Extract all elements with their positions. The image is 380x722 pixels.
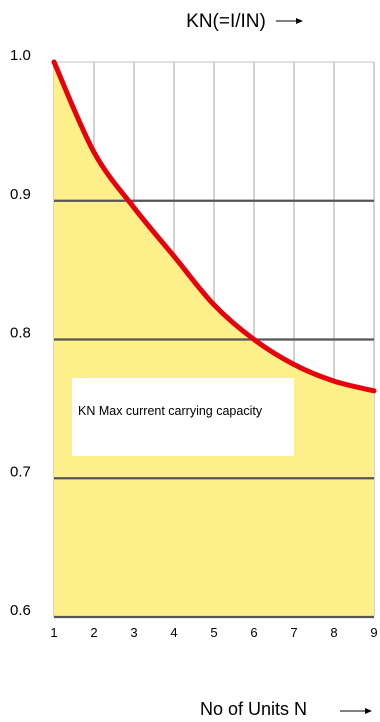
data-point [254,339,255,340]
x-tick-label: 2 [90,625,97,640]
data-point [134,207,135,208]
data-point [174,256,175,257]
data-point [334,381,335,382]
y-tick-label: 1.0 [10,47,31,64]
xlabel-arrow-head [365,708,372,714]
x-tick-label: 9 [370,625,377,640]
chart-title: KN(=I/IN) [186,11,266,32]
x-tick-label: 1 [50,625,57,640]
horizontal-gridlines [54,61,374,619]
x-tick-label: 4 [170,625,177,640]
x-tick-label: 7 [290,625,297,640]
x-tick-label: 6 [250,625,257,640]
x-tick-labels: 1 2 3 4 5 6 7 8 9 [50,625,377,640]
x-tick-label: 5 [210,625,217,640]
data-point [54,62,55,63]
title-arrow-head [296,18,303,24]
annotation-box [72,378,294,456]
y-tick-label: 0.8 [10,325,31,342]
data-point [94,152,95,153]
y-tick-label: 0.9 [10,186,31,203]
annotation-text: KN Max current carrying capacity [78,404,263,418]
x-axis-label: No of Units N [200,699,307,719]
y-tick-label: 0.6 [10,602,31,619]
data-point [294,364,295,365]
series-line [51,59,377,394]
x-tick-label: 8 [330,625,337,640]
y-tick-labels: 1.0 0.9 0.8 0.7 0.6 [10,47,31,619]
data-point [374,390,375,391]
data-point [214,304,215,305]
y-tick-label: 0.7 [10,463,31,480]
x-tick-label: 3 [130,625,137,640]
